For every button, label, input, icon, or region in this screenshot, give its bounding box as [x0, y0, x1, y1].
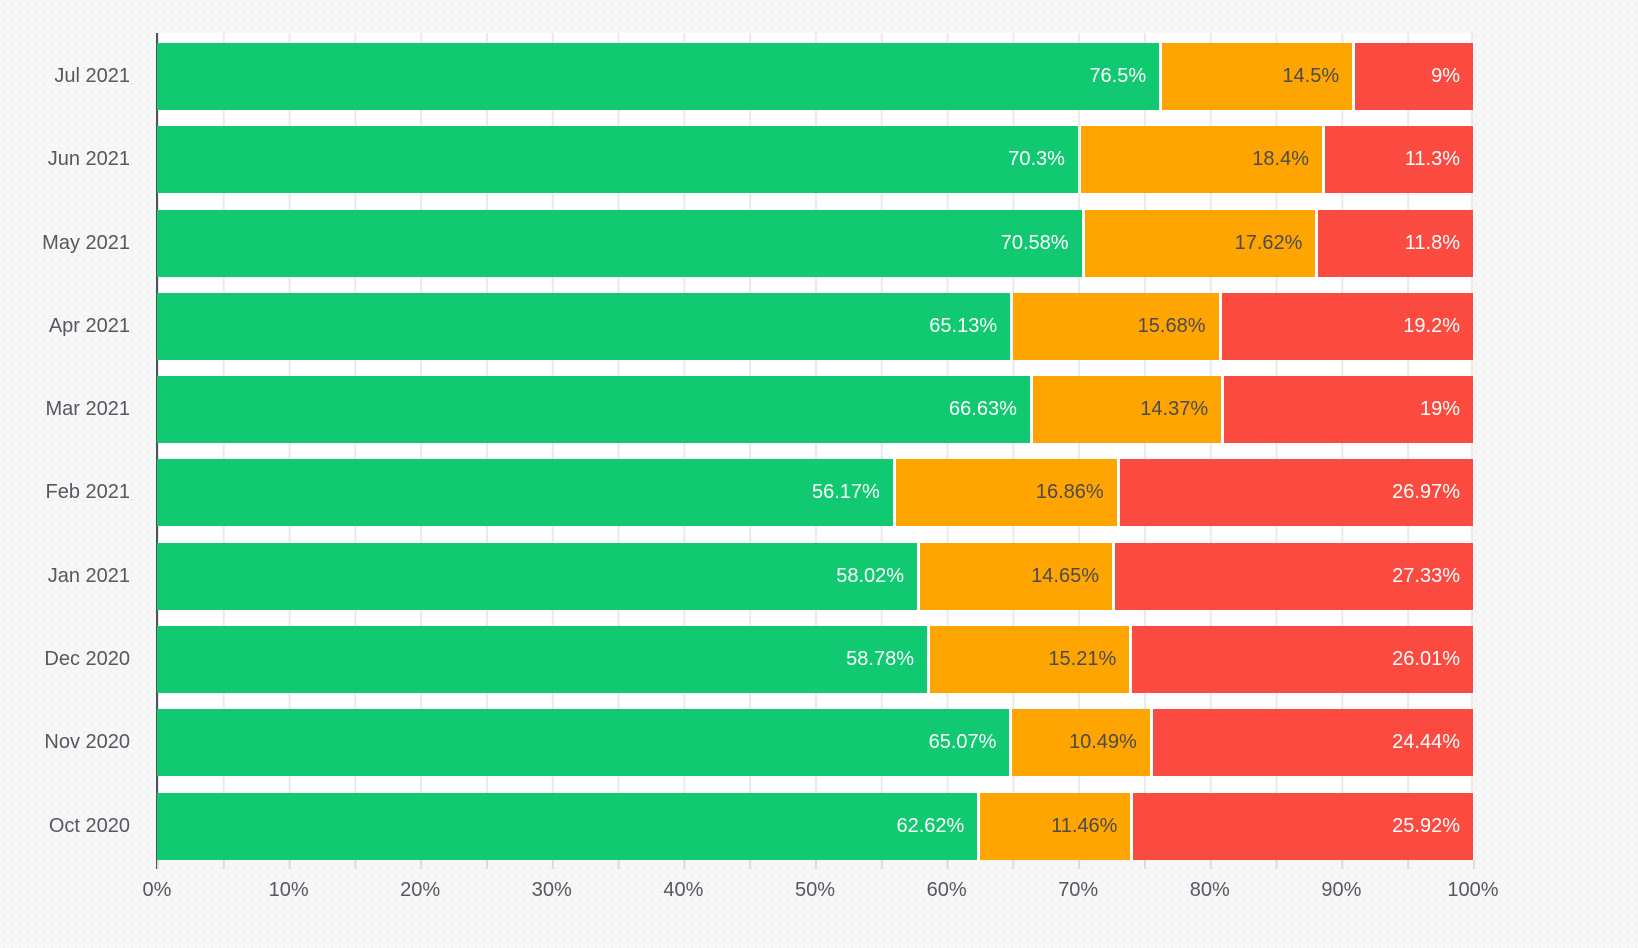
- x-axis-label: 100%: [1447, 879, 1499, 901]
- bar-segment-red[interactable]: 25.92%: [1133, 792, 1473, 860]
- bar-segment-green[interactable]: 62.62%: [157, 792, 978, 860]
- x-axis-label: 60%: [926, 879, 967, 901]
- bar-segment-orange[interactable]: 17.62%: [1084, 209, 1316, 277]
- bar-segment-green[interactable]: 58.78%: [157, 626, 928, 694]
- bar-segment-label: 26.01%: [1392, 648, 1460, 671]
- bar-segment-label: 14.5%: [1282, 65, 1340, 87]
- y-axis-label: Mar 2021: [45, 398, 131, 421]
- bar-segment-label: 56.17%: [811, 481, 880, 504]
- x-axis-label: 40%: [663, 879, 704, 901]
- bar-segment-green[interactable]: 70.3%: [157, 126, 1078, 194]
- bar-segment-red[interactable]: 27.33%: [1114, 542, 1473, 610]
- bar-segment-label: 14.37%: [1140, 398, 1209, 421]
- bar-segment-label: 26.97%: [1392, 481, 1460, 504]
- x-axis-label: 0%: [142, 879, 172, 901]
- bar-segment-red[interactable]: 19.2%: [1221, 292, 1474, 360]
- bar-row: 56.17% 16.86% 26.97%: [157, 459, 1473, 527]
- y-axis-label: Nov 2020: [44, 731, 130, 754]
- bar-segment-orange[interactable]: 11.46%: [980, 792, 1131, 860]
- bar-segment-label: 25.92%: [1392, 814, 1460, 837]
- bar-segment-orange[interactable]: 15.68%: [1013, 292, 1219, 360]
- bar-segment-label: 14.65%: [1031, 564, 1099, 587]
- y-axis-label: Jun 2021: [47, 148, 130, 171]
- bar-segment-label: 65.13%: [929, 314, 998, 337]
- bar-segment-green[interactable]: 58.02%: [157, 542, 918, 610]
- bar-segment-label: 10.49%: [1069, 731, 1137, 754]
- bar-segment-label: 15.21%: [1048, 648, 1117, 671]
- bar-row: 62.62% 11.46% 25.92%: [157, 792, 1473, 860]
- bar-row: 65.13% 15.68% 19.2%: [157, 292, 1474, 360]
- bar-row: 76.5% 14.5% 9%: [157, 43, 1474, 110]
- bar-row: 58.02% 14.65% 27.33%: [157, 542, 1473, 610]
- bar-row: 70.58% 17.62% 11.8%: [157, 209, 1473, 277]
- bar-segment-green[interactable]: 76.5%: [157, 43, 1160, 110]
- bar-segment-red[interactable]: 11.8%: [1318, 209, 1473, 277]
- bar-segment-label: 27.33%: [1392, 564, 1460, 587]
- bar-segment-orange[interactable]: 16.86%: [895, 459, 1117, 527]
- y-axis-label: Dec 2020: [44, 648, 130, 671]
- y-axis-label: Feb 2021: [45, 481, 130, 504]
- y-axis-label: Oct 2020: [48, 814, 130, 837]
- x-axis-labels: 0% 10% 20% 30% 40% 50% 60% 70% 80% 90% 100%: [143, 879, 1499, 907]
- y-axis-label: Apr 2021: [48, 314, 130, 337]
- x-axis-label: 90%: [1321, 879, 1362, 901]
- x-axis-label: 20%: [400, 879, 441, 901]
- bar-segment-green[interactable]: 66.63%: [157, 376, 1030, 444]
- bar-segment-label: 17.62%: [1234, 231, 1303, 254]
- bar-row: 58.78% 15.21% 26.01%: [157, 626, 1473, 694]
- x-axis-label: 50%: [794, 879, 836, 901]
- bar-segment-label: 58.02%: [836, 564, 905, 587]
- bar-segment-orange[interactable]: 14.5%: [1162, 43, 1353, 110]
- bar-segment-red[interactable]: 26.01%: [1132, 626, 1473, 694]
- gridline-100-percent: [1471, 33, 1473, 860]
- y-axis-label: May 2021: [42, 231, 130, 254]
- y-axis-labels: Jul 2021 Jun 2021 May 2021 Apr 2021 Mar 2021…: [0, 33, 130, 860]
- bar-segment-orange[interactable]: 14.37%: [1032, 376, 1222, 444]
- bar-segment-label: 65.07%: [928, 731, 997, 754]
- x-axis-label: 80%: [1189, 879, 1230, 901]
- y-axis-line: [156, 33, 158, 869]
- bar-segment-red[interactable]: 11.3%: [1324, 126, 1474, 194]
- bar-segment-label: 16.86%: [1035, 481, 1104, 504]
- bar-segment-green[interactable]: 70.58%: [157, 209, 1082, 277]
- bar-segment-label: 11.46%: [1051, 814, 1118, 837]
- bar-segment-orange[interactable]: 14.65%: [920, 542, 1112, 610]
- y-axis-label: Jan 2021: [47, 564, 130, 587]
- bar-segment-orange[interactable]: 15.21%: [930, 626, 1130, 694]
- bar-segment-red[interactable]: 19%: [1224, 376, 1474, 444]
- x-axis-label: 10%: [268, 879, 309, 901]
- bar-segment-label: 58.78%: [846, 648, 915, 671]
- x-axis-minor-ticks: [157, 860, 1475, 869]
- y-axis-label: Jul 2021: [54, 65, 130, 87]
- bar-segment-label: 62.62%: [896, 814, 965, 837]
- bar-segment-label: 19.2%: [1403, 314, 1461, 337]
- bar-segment-green[interactable]: 56.17%: [157, 459, 893, 527]
- bar-segment-label: 19%: [1419, 398, 1461, 421]
- bar-segment-label: 15.68%: [1137, 314, 1206, 337]
- bar-segment-label: 11.3%: [1404, 148, 1461, 171]
- bar-segment-orange[interactable]: 10.49%: [1012, 709, 1150, 777]
- bar-segment-label: 70.3%: [1008, 148, 1065, 171]
- x-axis-label: 30%: [531, 879, 572, 901]
- bar-segment-label: 24.44%: [1392, 731, 1460, 754]
- bar-row: 66.63% 14.37% 19%: [157, 376, 1474, 444]
- x-axis-label: 70%: [1058, 879, 1099, 901]
- bar-segment-green[interactable]: 65.07%: [157, 709, 1010, 777]
- bar-segment-label: 9%: [1431, 65, 1461, 87]
- bar-segment-label: 76.5%: [1089, 65, 1147, 87]
- bar-row: 70.3% 18.4% 11.3%: [157, 126, 1474, 194]
- bar-segment-orange[interactable]: 18.4%: [1080, 126, 1322, 194]
- bar-row: 65.07% 10.49% 24.44%: [157, 709, 1473, 777]
- bar-segment-label: 66.63%: [949, 398, 1017, 421]
- bar-segment-label: 18.4%: [1252, 148, 1309, 171]
- bar-segment-label: 70.58%: [1000, 231, 1069, 254]
- bar-segment-label: 11.8%: [1404, 231, 1460, 254]
- bar-segment-red[interactable]: 24.44%: [1152, 709, 1473, 777]
- bar-segment-red[interactable]: 26.97%: [1119, 459, 1473, 527]
- bar-segment-red[interactable]: 9%: [1355, 43, 1474, 110]
- bar-segment-green[interactable]: 65.13%: [157, 292, 1011, 360]
- plot-area: 76.5% 14.5% 9% 70.3% 18.4% 11.3% 70.58% 17.62% 1…: [156, 33, 1475, 869]
